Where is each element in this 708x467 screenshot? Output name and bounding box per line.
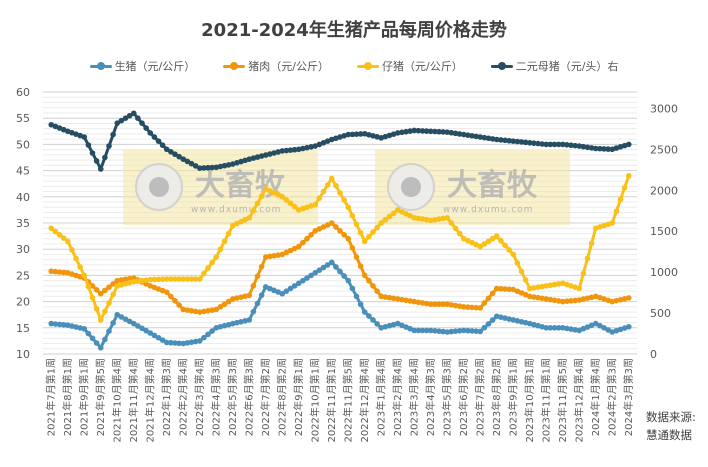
- svg-text:1000: 1000: [650, 266, 678, 279]
- svg-text:2023年2月第4周: 2023年2月第4周: [391, 358, 404, 436]
- svg-text:大畜牧: 大畜牧: [447, 168, 538, 203]
- svg-text:45: 45: [16, 165, 30, 178]
- svg-text:2022年7月第2周: 2022年7月第2周: [259, 358, 272, 436]
- svg-text:30: 30: [16, 243, 30, 256]
- svg-text:25: 25: [16, 269, 30, 282]
- data-series: [48, 110, 632, 351]
- svg-text:35: 35: [16, 217, 30, 230]
- legend-item-pork[interactable]: 猪肉（元/公斤）: [223, 58, 329, 74]
- svg-text:2023年9月第1周: 2023年9月第1周: [506, 358, 519, 436]
- svg-text:2022年9月第1周: 2022年9月第1周: [292, 358, 305, 436]
- svg-text:55: 55: [16, 112, 30, 125]
- legend-label: 生猪（元/公斤）: [114, 60, 196, 73]
- chart-legend: 生猪（元/公斤） 猪肉（元/公斤） 仔猪（元/公斤） 二元母猪（元/头）右: [0, 58, 708, 74]
- legend-label: 二元母猪（元/头）右: [515, 60, 619, 73]
- svg-text:40: 40: [16, 191, 30, 204]
- svg-text:15: 15: [16, 322, 30, 335]
- svg-text:2022年11月第5周: 2022年11月第5周: [341, 358, 354, 443]
- svg-text:2022年5月第3周: 2022年5月第3周: [226, 358, 239, 436]
- svg-text:2023年8月第2周: 2023年8月第2周: [490, 358, 503, 436]
- source-label: 数据来源:: [646, 410, 696, 424]
- svg-text:2023年3月第4周: 2023年3月第4周: [407, 358, 420, 436]
- svg-text:10: 10: [16, 348, 30, 361]
- svg-text:20: 20: [16, 296, 30, 309]
- line-marker-icon: [490, 62, 513, 70]
- svg-text:2000: 2000: [650, 184, 678, 197]
- line-marker-icon: [357, 62, 379, 70]
- watermark: 大畜牧 www.dxumu.com 大畜牧 www.dxumu.com: [123, 150, 570, 225]
- svg-text:50: 50: [16, 138, 30, 151]
- x-axis: 2021年7月第1周 2021年8月第1周 2021年9月第1周 2021年9月第5周…: [44, 358, 635, 443]
- svg-text:2021年10月第4周: 2021年10月第4周: [110, 358, 123, 443]
- svg-text:www.dxumu.com: www.dxumu.com: [443, 205, 533, 215]
- svg-text:2022年6月第3周: 2022年6月第3周: [242, 358, 255, 436]
- source-name: 慧通数据: [646, 428, 692, 442]
- svg-text:2024年2月第3周: 2024年2月第3周: [605, 358, 618, 436]
- line-marker-icon: [89, 62, 112, 70]
- svg-text:3000: 3000: [650, 102, 678, 115]
- legend-label: 猪肉（元/公斤）: [248, 60, 329, 73]
- chart-title: 2021-2024年生猪产品每周价格走势: [201, 20, 507, 41]
- svg-text:2021年9月第5周: 2021年9月第5周: [94, 358, 107, 436]
- svg-text:2021年11月第4周: 2021年11月第4周: [127, 358, 140, 443]
- svg-text:500: 500: [650, 307, 671, 320]
- svg-text:2023年5月第3周: 2023年5月第3周: [440, 358, 453, 436]
- legend-item-piglet[interactable]: 仔猪（元/公斤）: [357, 58, 463, 74]
- svg-text:2021年7月第1周: 2021年7月第1周: [44, 358, 57, 436]
- svg-text:2022年3月第4周: 2022年3月第4周: [193, 358, 206, 436]
- svg-text:2023年7月第2周: 2023年7月第2周: [473, 358, 486, 436]
- svg-text:2024年3月第3周: 2024年3月第3周: [622, 358, 635, 436]
- svg-text:60: 60: [16, 86, 30, 99]
- svg-text:2022年11月第1周: 2022年11月第1周: [325, 358, 338, 443]
- legend-item-sow[interactable]: 二元母猪（元/头）右: [490, 58, 619, 74]
- y-axis-right: 0 500 1000 1500 2000 2500 3000: [650, 102, 678, 361]
- svg-text:2023年10月第1周: 2023年10月第1周: [523, 358, 536, 443]
- svg-text:2021年8月第1周: 2021年8月第1周: [61, 358, 74, 436]
- svg-text:0: 0: [650, 348, 657, 361]
- svg-text:2022年2月第4周: 2022年2月第4周: [176, 358, 189, 436]
- svg-text:2022年10月第1周: 2022年10月第1周: [308, 358, 321, 443]
- svg-text:www.dxumu.com: www.dxumu.com: [191, 205, 281, 215]
- svg-text:2023年1月第4周: 2023年1月第4周: [374, 358, 387, 436]
- svg-text:2023年12月第4周: 2023年12月第4周: [572, 358, 585, 443]
- svg-text:2022年1月第3周: 2022年1月第3周: [160, 358, 173, 436]
- y-axis-left: 10 15 20 25 30 35 40 45 50 55 60: [16, 86, 30, 361]
- svg-text:大畜牧: 大畜牧: [195, 168, 286, 203]
- svg-text:2022年8月第2周: 2022年8月第2周: [275, 358, 288, 436]
- svg-text:1500: 1500: [650, 225, 678, 238]
- svg-text:2500: 2500: [650, 143, 678, 156]
- svg-text:2021年9月第1周: 2021年9月第1周: [77, 358, 90, 436]
- svg-text:2022年12月第4周: 2022年12月第4周: [358, 358, 371, 443]
- legend-item-live-hog[interactable]: 生猪（元/公斤）: [89, 58, 196, 74]
- svg-text:2023年4月第3周: 2023年4月第3周: [424, 358, 437, 436]
- svg-text:2021年12月第4周: 2021年12月第4周: [143, 358, 156, 443]
- svg-text:2022年4月第3周: 2022年4月第3周: [209, 358, 222, 436]
- data-source-note: 数据来源: 慧通数据: [646, 408, 696, 444]
- legend-label: 仔猪（元/公斤）: [382, 60, 463, 73]
- svg-text:2023年11月第5周: 2023年11月第5周: [556, 358, 569, 443]
- svg-text:2023年11月第1周: 2023年11月第1周: [539, 358, 552, 443]
- svg-text:2024年1月第4周: 2024年1月第4周: [589, 358, 602, 436]
- svg-text:2023年6月第2周: 2023年6月第2周: [457, 358, 470, 436]
- line-marker-icon: [223, 62, 246, 70]
